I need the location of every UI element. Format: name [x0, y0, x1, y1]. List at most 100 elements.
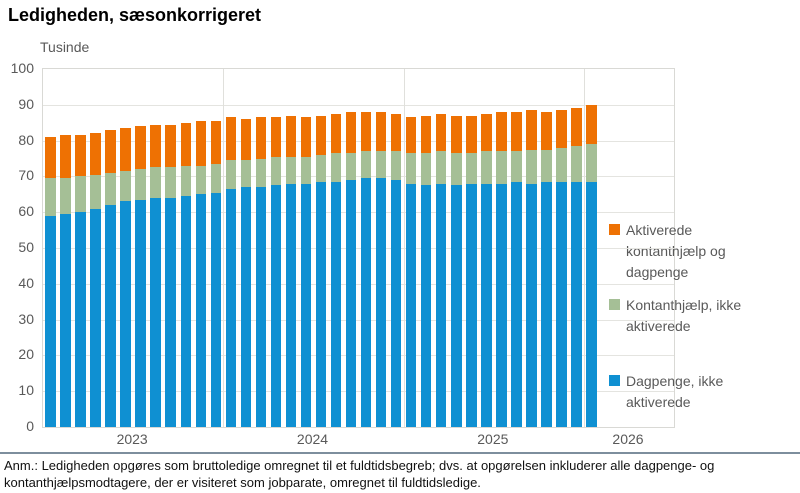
bar-segment [390, 151, 402, 180]
bar-segment [390, 113, 402, 152]
y-tick-label: 40 [18, 274, 34, 291]
y-tick-label: 90 [18, 95, 34, 112]
bar-month-2024M10 [360, 111, 372, 427]
bar-segment [105, 172, 116, 206]
bar-segment [60, 178, 71, 214]
bar-segment [150, 167, 161, 198]
bar-month-2023M11 [195, 120, 207, 427]
bar-month-2024M08 [330, 113, 342, 427]
bar-segment [90, 208, 101, 427]
bar-segment [330, 181, 342, 427]
bar-segment [571, 108, 582, 146]
bar-month-2023M04 [90, 133, 101, 427]
legend-item-kontanthjaelp: Kontanthjælp, ikke aktiverede [609, 295, 744, 337]
bar-segment [105, 129, 116, 173]
bar-segment [120, 201, 131, 427]
bar-segment [571, 145, 582, 182]
bar-month-2025M04 [451, 115, 462, 427]
bar-segment [180, 122, 191, 166]
bar-segment [556, 110, 567, 148]
bar-month-2023M02 [60, 135, 71, 427]
bar-segment [541, 149, 552, 182]
bar-month-2023M01 [45, 137, 56, 427]
bar-segment [405, 117, 417, 154]
bar-month-2024M09 [345, 111, 357, 427]
plot-area [42, 68, 675, 428]
bar-segment [285, 156, 297, 184]
y-tick-label: 100 [10, 60, 34, 76]
bar-segment [345, 153, 357, 180]
bar-segment [496, 183, 507, 427]
x-year-label: 2025 [477, 431, 509, 447]
bar-month-2024M06 [300, 117, 312, 427]
bar-segment [526, 110, 537, 150]
bar-segment [120, 128, 131, 172]
bar-segment [60, 214, 71, 427]
bar-segment [435, 151, 447, 184]
x-year-label: 2023 [116, 431, 148, 447]
gridline-horizontal [43, 176, 674, 178]
bar-segment [120, 171, 131, 202]
bar-segment [270, 185, 282, 427]
bar-segment [330, 153, 342, 182]
bar-segment [300, 117, 312, 157]
bar-month-2024M12 [390, 113, 402, 427]
bar-segment [210, 120, 222, 164]
gridline-horizontal [43, 355, 674, 357]
bar-month-2025M07 [496, 111, 507, 427]
legend-label: Kontanthjælp, ikke aktiverede [626, 297, 742, 334]
bar-segment [255, 117, 267, 159]
bar-month-2023M10 [180, 122, 191, 427]
gridline-year-boundary [403, 69, 405, 427]
bar-segment [481, 113, 492, 152]
bar-segment [451, 185, 462, 427]
bar-segment [451, 153, 462, 186]
bar-month-2024M01 [225, 117, 237, 427]
bar-month-2025M05 [466, 115, 477, 427]
bar-segment [285, 115, 297, 157]
x-year-label: 2024 [296, 431, 329, 447]
bar-segment [511, 181, 522, 427]
bar-segment [405, 183, 417, 427]
bar-segment [481, 183, 492, 427]
y-tick-label: 20 [18, 346, 34, 363]
bar-segment [270, 117, 282, 157]
bar-segment [526, 183, 537, 427]
legend-label: Dagpenge, ikke aktiverede [626, 373, 724, 410]
bar-segment [225, 160, 237, 189]
bar-segment [360, 151, 372, 179]
bar-segment [285, 183, 297, 427]
bar-segment [571, 181, 582, 427]
bar-segment [360, 178, 372, 427]
bar-segment [586, 181, 597, 427]
bar-segment [240, 187, 252, 427]
bar-segment [195, 120, 207, 166]
bar-month-2025M09 [526, 110, 537, 427]
legend-item-dagpenge: Dagpenge, ikke aktiverede [609, 371, 744, 413]
gridline-horizontal [43, 104, 674, 106]
y-tick-label: 0 [26, 418, 34, 434]
bar-segment [165, 197, 176, 427]
bar-month-2024M05 [285, 115, 297, 427]
bar-segment [105, 205, 116, 427]
x-year-label: 2026 [612, 431, 644, 447]
bar-segment [300, 183, 312, 427]
bar-segment [255, 158, 267, 188]
y-tick-label: 50 [18, 239, 34, 255]
chart-title: Ledigheden, sæsonkorrigeret [8, 5, 262, 25]
bar-segment [466, 183, 477, 427]
gridline-horizontal [43, 283, 674, 285]
bar-segment [466, 153, 477, 184]
bar-segment [466, 115, 477, 154]
bar-segment [240, 119, 252, 161]
bar-segment [150, 197, 161, 427]
bar-segment [541, 181, 552, 427]
bar-segment [225, 117, 237, 161]
bar-segment [135, 126, 146, 170]
y-tick-label: 70 [18, 167, 34, 184]
y-tick-label: 30 [18, 310, 34, 327]
gridline-horizontal [43, 391, 674, 393]
bar-month-2025M08 [511, 111, 522, 427]
bar-segment [210, 192, 222, 427]
bar-segment [541, 111, 552, 150]
